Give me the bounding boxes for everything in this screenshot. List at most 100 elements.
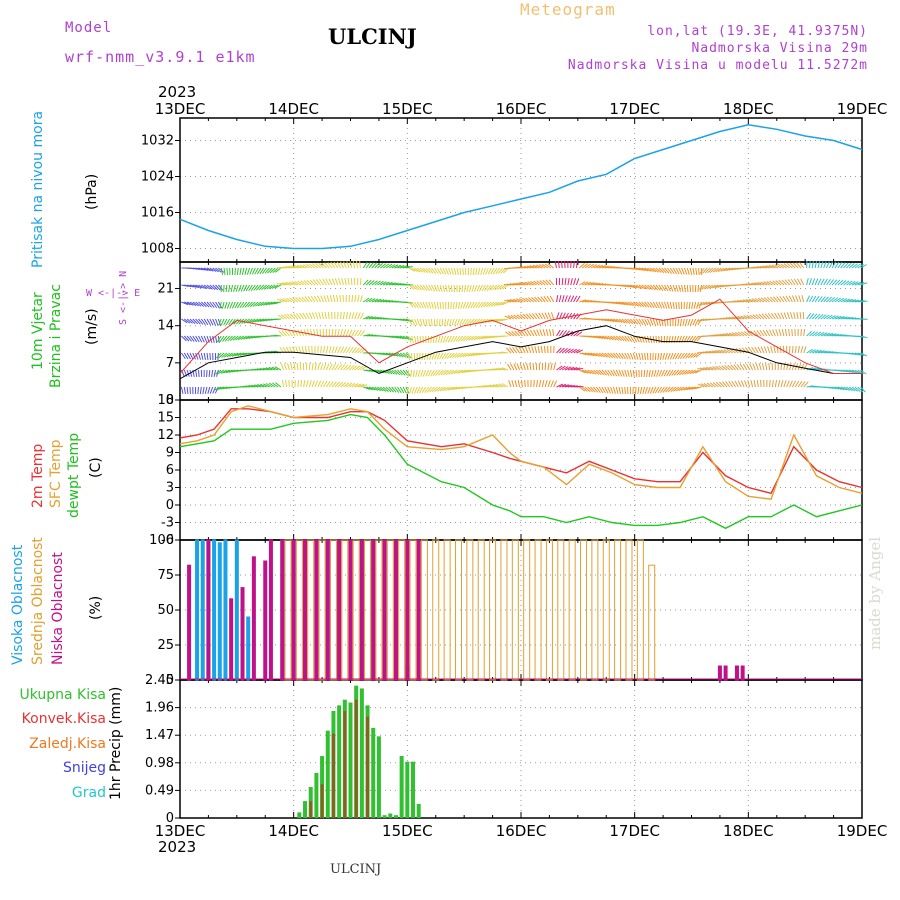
wind-barb <box>649 318 654 326</box>
wind-barb <box>382 281 390 286</box>
wind-barb <box>186 284 194 288</box>
wind-barb <box>242 385 250 388</box>
cloud-low-bar <box>717 665 722 681</box>
wind-barb <box>487 335 495 339</box>
wind-barb <box>415 369 418 377</box>
wind-barb <box>843 298 851 303</box>
wind-barb <box>734 380 739 388</box>
wind-barb <box>221 352 228 358</box>
wind-barb <box>515 282 523 286</box>
wind-barb <box>720 349 728 354</box>
wind-barb <box>362 279 369 286</box>
wind-barb <box>430 335 432 344</box>
cloud-high-bar <box>212 539 217 681</box>
wind-barb <box>791 295 796 303</box>
wind-barb <box>269 284 276 290</box>
wind-barb <box>539 280 546 286</box>
wind-barb <box>433 284 438 292</box>
wind-barb <box>773 346 776 354</box>
wind-barb <box>678 284 682 292</box>
wind-barb <box>286 313 293 320</box>
wind-barb <box>661 301 665 309</box>
wind-barb <box>411 386 415 394</box>
wind-barb <box>692 267 695 275</box>
wind-barb <box>553 363 556 371</box>
wind-barb <box>235 284 239 292</box>
wind-barb <box>215 335 218 343</box>
wind-barb <box>238 284 242 292</box>
wind-barb <box>692 318 697 326</box>
wind-barb <box>751 298 759 303</box>
pressure-line <box>179 124 863 250</box>
wind-barb <box>472 301 478 309</box>
wind-barb <box>674 352 680 360</box>
wind-barb <box>601 318 609 322</box>
wind-barb <box>448 284 451 292</box>
wind-barb <box>759 265 767 269</box>
wind-barb <box>823 261 827 269</box>
wind-barb <box>806 295 810 303</box>
wind-barb <box>348 347 354 354</box>
wind-barb <box>535 264 543 269</box>
wind-barb <box>296 313 302 320</box>
wind-barb <box>524 379 526 388</box>
wind-barb <box>789 363 792 371</box>
cloud-mid-bar <box>614 539 622 681</box>
wind-barb <box>246 267 251 275</box>
wind-barb <box>664 352 668 360</box>
wind-barb <box>656 369 660 377</box>
wind-barb <box>579 369 586 374</box>
wind-barb <box>445 386 452 391</box>
wind-barb <box>434 386 441 393</box>
wind-barb <box>181 335 187 342</box>
y-tick-label: 1032 <box>141 134 174 149</box>
wind-barb <box>180 386 184 394</box>
wind-barb <box>797 278 802 286</box>
wind-barb <box>826 351 834 354</box>
wind-barb <box>319 328 322 337</box>
cloud-low-bar <box>251 556 256 681</box>
wind-barb <box>741 331 748 337</box>
wind-barb <box>315 279 322 286</box>
precip-conv-bar <box>354 699 358 818</box>
wind-barb <box>256 267 262 275</box>
y-tick-label: 3 <box>166 481 174 496</box>
wind-barb <box>770 346 773 354</box>
wind-barb <box>754 298 762 303</box>
wind-barb <box>823 296 829 303</box>
wind-barb <box>249 267 253 275</box>
wind-barb <box>280 363 285 371</box>
cloud-mid-bar <box>295 539 303 681</box>
wind-barb <box>573 313 579 320</box>
wind-barb <box>712 267 719 273</box>
wind-barb <box>587 263 594 269</box>
wind-barb <box>851 352 859 356</box>
wind-barb <box>402 386 407 394</box>
wind-barb <box>183 318 191 324</box>
wind-barb <box>509 347 515 354</box>
wind-barb <box>593 335 601 339</box>
wind-barb <box>197 386 199 395</box>
wind-barb <box>388 264 396 269</box>
wind-barb <box>559 365 566 371</box>
wind-barb <box>590 352 598 357</box>
wind-barb <box>534 346 538 354</box>
wind-barb <box>669 301 673 309</box>
wind-barb <box>439 386 446 392</box>
wind-barb <box>220 386 228 390</box>
wind-barb <box>641 318 646 326</box>
wind-barb <box>746 363 751 371</box>
wind-barb <box>200 335 205 343</box>
wind-barb <box>183 386 186 394</box>
wind-barb <box>717 349 725 354</box>
wind-barb <box>832 333 840 337</box>
wind-barb <box>744 331 751 337</box>
wind-barb <box>467 301 472 309</box>
wind-barb <box>195 352 199 360</box>
wind-barb <box>231 369 239 373</box>
wind-barb <box>451 369 458 375</box>
wind-barb <box>425 267 432 274</box>
wind-barb <box>223 318 228 326</box>
wind-barb <box>429 386 435 393</box>
wind-barb <box>448 369 455 375</box>
